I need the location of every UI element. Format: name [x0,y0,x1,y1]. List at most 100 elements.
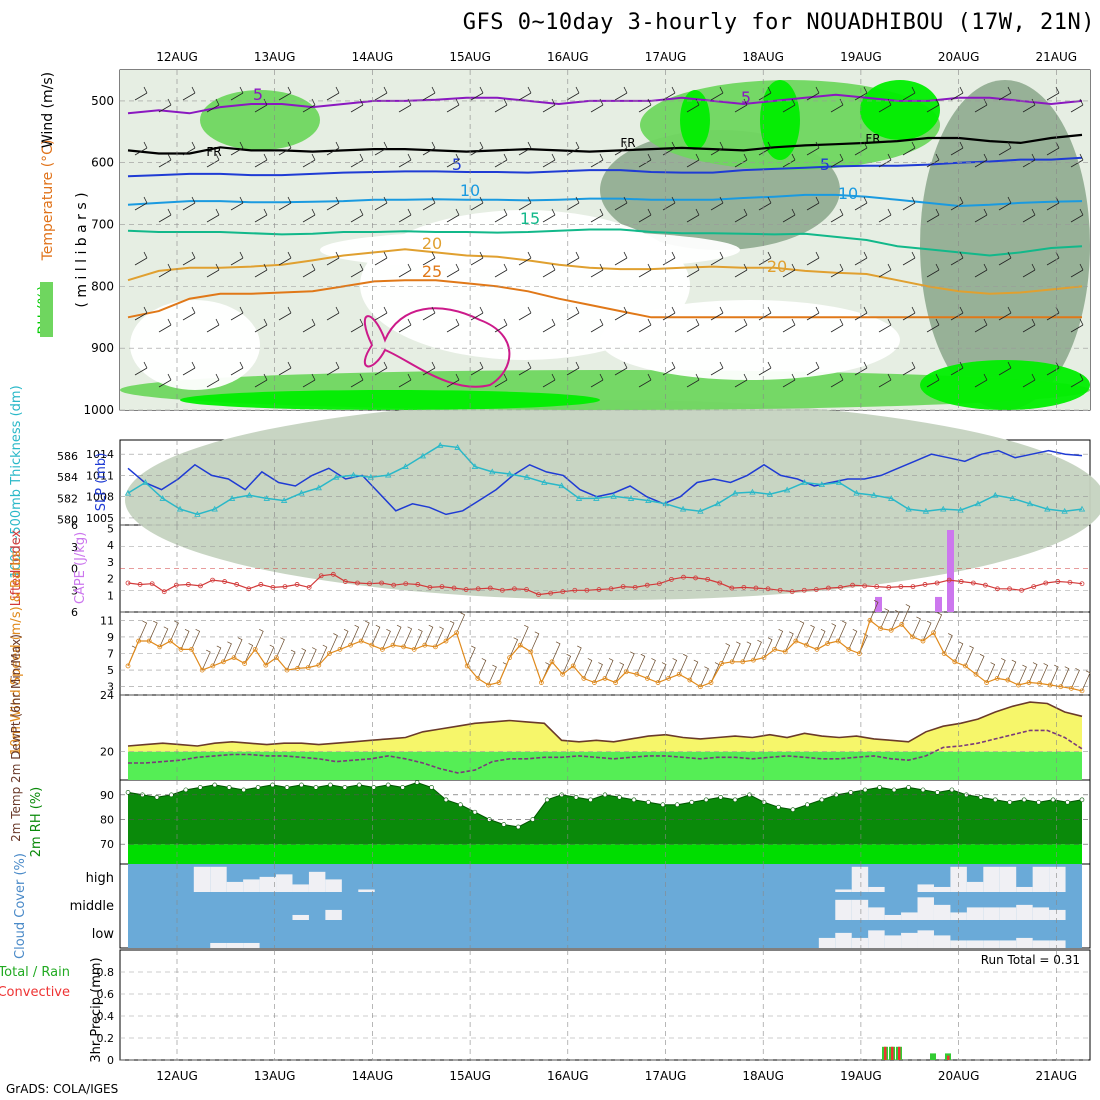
thickness-marker [801,479,808,485]
thickness-marker [818,481,825,488]
wind-speed-marker [242,661,248,666]
wind-speed-marker [464,663,470,669]
wind-speed-marker [401,644,407,650]
wind-barb [134,141,148,156]
wind-speed-marker [1026,680,1032,685]
lifted-index-marker [656,581,662,587]
wind-barb [230,251,244,266]
lifted-index-marker [801,587,807,593]
wind-barb [950,306,964,321]
wind-barb [254,318,268,333]
wind-barb [590,153,604,168]
wind-barb [926,98,940,113]
rh-marker [674,802,680,808]
wind-barb [590,98,604,113]
wind-barb [278,86,292,101]
wind-speed-marker [358,638,364,644]
cloud-bar [933,904,951,920]
wind-barb [902,251,916,266]
wind-speed-marker [973,671,979,677]
wind-barb [182,141,196,156]
wind-barb [662,141,676,156]
cloud-bar [966,940,984,948]
wind-barb [950,361,964,376]
wind-barb [890,609,900,631]
wind-barb [456,612,466,633]
contour-label: 20 [767,257,787,276]
wind-barb [837,620,847,642]
thickness-marker [211,505,218,512]
y-tick-label: 3 [71,541,78,554]
wind-barb [878,153,892,168]
rh-marker [703,797,709,803]
lifted-index-marker [149,581,155,587]
wind-speed-marker [390,642,396,648]
cloud-bar [1016,886,1033,892]
wind-barb [806,306,820,321]
rh-marker [776,804,781,810]
cape-bar [875,596,882,612]
wind-barb [446,153,460,168]
rh-contour-region [860,80,940,140]
cloud-bar [851,937,869,948]
thickness-line [127,444,1083,516]
cloud-bar [1016,937,1033,948]
thickness-marker [992,491,999,498]
dewpoint-fill [128,751,1082,780]
wind-barb [572,645,582,667]
thickness-marker [402,463,409,469]
y-tick-label: 20 [100,746,114,759]
wind-barb [182,196,196,211]
wind-barb [848,629,858,650]
wind-speed-marker [125,663,131,669]
cloud-bar [950,866,967,892]
rh-marker [515,824,521,830]
wind-speed-marker [825,641,830,646]
y-tick-label: 24 [100,689,114,702]
wind-barb [519,624,529,646]
isotherm-line [127,193,1083,208]
wind-barb [954,641,964,662]
thickness-marker [280,497,288,503]
wind-barb [446,263,460,278]
thickness-marker [853,489,860,496]
wind-barb [134,361,148,376]
wind-barb [350,263,364,278]
wind-barb [1070,98,1084,113]
wind-barb [566,196,580,211]
lifted-index-marker [246,586,252,592]
wind-barb [854,86,868,101]
temperature-fill [128,702,1082,752]
lifted-index-marker [813,587,819,592]
thickness-marker [489,468,496,475]
wind-barb [518,361,532,376]
wind-barb [859,633,868,654]
cloud-bar [1016,904,1033,920]
wind-barb [734,318,748,333]
wind-barb [1007,659,1017,681]
legend-convective: Convective [0,985,70,1000]
isotherm-line [127,156,1083,178]
wind-barb [902,306,916,321]
lifted-index-marker [379,580,384,586]
lifted-index-marker [475,586,481,592]
rh-marker [313,785,319,790]
wind-barb [374,306,388,321]
lifted-index-marker [1019,587,1025,593]
wind-barb [926,318,940,333]
contour-label: 5 [820,155,830,174]
wind-barb [816,629,826,650]
lifted-index-marker [741,584,747,590]
y-tick-label: 70 [100,838,114,851]
y-axis-label: 3hr Precip (mm) [89,957,104,1062]
rh-marker [1079,797,1085,803]
wind-barb [494,263,508,278]
rh-area [128,782,1082,845]
wind-barb [445,620,455,642]
rh-marker [573,794,579,800]
wind-barb [763,637,773,658]
rh-marker [125,790,131,795]
wind-barb [278,306,292,321]
wind-barb [233,637,243,658]
x-tick-label-top: 14AUG [352,50,394,64]
